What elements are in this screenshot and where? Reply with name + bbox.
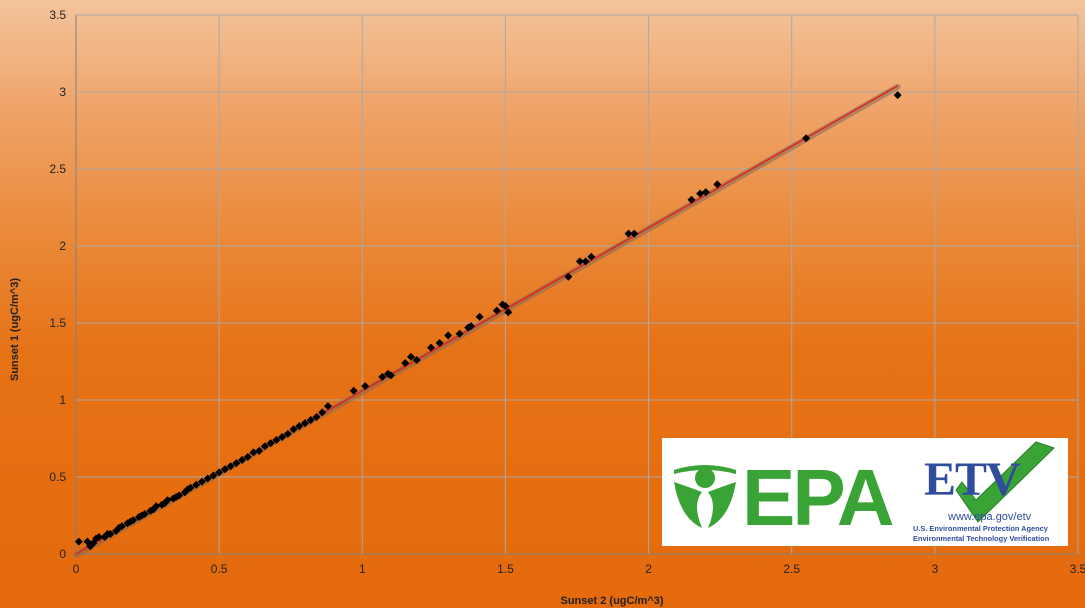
y-tick-label: 3 bbox=[59, 85, 66, 99]
data-point bbox=[575, 257, 584, 266]
x-tick-label: 1 bbox=[359, 562, 366, 576]
y-tick-label: 0.5 bbox=[49, 470, 66, 484]
data-point bbox=[209, 471, 218, 480]
data-point bbox=[802, 134, 811, 143]
data-point bbox=[220, 465, 229, 474]
data-point bbox=[255, 446, 264, 455]
data-point bbox=[278, 432, 287, 441]
data-point bbox=[123, 519, 132, 528]
data-point bbox=[467, 322, 476, 331]
data-point bbox=[587, 252, 596, 261]
data-point bbox=[283, 429, 292, 438]
data-point bbox=[175, 491, 184, 500]
data-point bbox=[289, 425, 298, 434]
x-tick-label: 3.5 bbox=[1070, 562, 1085, 576]
data-point bbox=[106, 529, 115, 538]
data-point bbox=[272, 436, 281, 445]
data-point bbox=[386, 371, 395, 380]
data-point bbox=[129, 516, 138, 525]
data-point bbox=[243, 452, 252, 461]
data-point bbox=[232, 459, 241, 468]
data-point bbox=[94, 533, 103, 542]
data-point bbox=[266, 439, 275, 448]
data-point bbox=[192, 480, 201, 489]
x-tick-label: 2 bbox=[645, 562, 652, 576]
data-point bbox=[186, 483, 195, 492]
data-point bbox=[475, 312, 484, 321]
data-point bbox=[226, 462, 235, 471]
x-tick-label: 0.5 bbox=[211, 562, 228, 576]
data-point bbox=[197, 477, 206, 486]
y-tick-label: 2 bbox=[59, 239, 66, 253]
data-point bbox=[306, 416, 315, 425]
x-tick-label: 1.5 bbox=[497, 562, 514, 576]
y-tick-label: 1 bbox=[59, 393, 66, 407]
data-point bbox=[893, 91, 902, 100]
data-point bbox=[323, 402, 332, 411]
data-point bbox=[492, 306, 501, 315]
data-point bbox=[501, 302, 510, 311]
data-point bbox=[444, 331, 453, 340]
data-point bbox=[435, 339, 444, 348]
x-tick-label: 2.5 bbox=[783, 562, 800, 576]
data-point bbox=[630, 229, 639, 238]
checkmark-icon bbox=[955, 441, 1055, 523]
etv-url: www.epa.gov/etv bbox=[948, 511, 1032, 523]
data-point bbox=[301, 419, 310, 428]
x-axis-title: Sunset 2 (ugC/m^3) bbox=[561, 595, 664, 607]
data-point bbox=[361, 382, 370, 391]
y-tick-label: 2.5 bbox=[49, 162, 66, 176]
data-point bbox=[624, 229, 633, 238]
data-point bbox=[455, 329, 464, 338]
data-point bbox=[215, 468, 224, 477]
data-point bbox=[713, 180, 722, 189]
y-axis-title: Sunset 1 (ugC/m^3) bbox=[9, 278, 21, 381]
etv-agency-line: U.S. Environmental Protection Agency bbox=[913, 524, 1048, 533]
data-point bbox=[426, 343, 435, 352]
data-point bbox=[564, 272, 573, 281]
y-tick-label: 1.5 bbox=[49, 316, 66, 330]
data-point bbox=[260, 442, 269, 451]
etv-program-line: Environmental Technology Verification bbox=[913, 534, 1050, 543]
etv-wordmark: ETV bbox=[924, 453, 1021, 506]
y-tick-label: 3.5 bbox=[49, 8, 66, 22]
epa-etv-logo bbox=[662, 438, 1068, 546]
data-point bbox=[117, 522, 126, 531]
data-point bbox=[203, 474, 212, 483]
x-tick-label: 3 bbox=[932, 562, 939, 576]
data-point bbox=[140, 509, 149, 518]
data-point bbox=[349, 386, 358, 395]
data-point bbox=[701, 188, 710, 197]
data-point bbox=[581, 257, 590, 266]
data-point bbox=[318, 408, 327, 417]
y-tick-label: 0 bbox=[59, 547, 66, 561]
epa-wordmark: EPA bbox=[742, 453, 895, 542]
data-point bbox=[295, 422, 304, 431]
data-point bbox=[401, 359, 410, 368]
data-point bbox=[312, 412, 321, 421]
data-point bbox=[238, 456, 247, 465]
x-tick-label: 0 bbox=[73, 562, 80, 576]
data-point bbox=[687, 195, 696, 204]
data-point bbox=[696, 189, 705, 198]
data-point bbox=[249, 448, 258, 457]
data-point bbox=[163, 496, 172, 505]
data-point bbox=[412, 355, 421, 364]
data-point bbox=[74, 537, 83, 546]
data-point bbox=[504, 308, 513, 317]
data-point bbox=[152, 502, 161, 511]
epa-flower-icon bbox=[674, 465, 736, 528]
data-point bbox=[406, 352, 415, 361]
data-point bbox=[378, 372, 387, 381]
